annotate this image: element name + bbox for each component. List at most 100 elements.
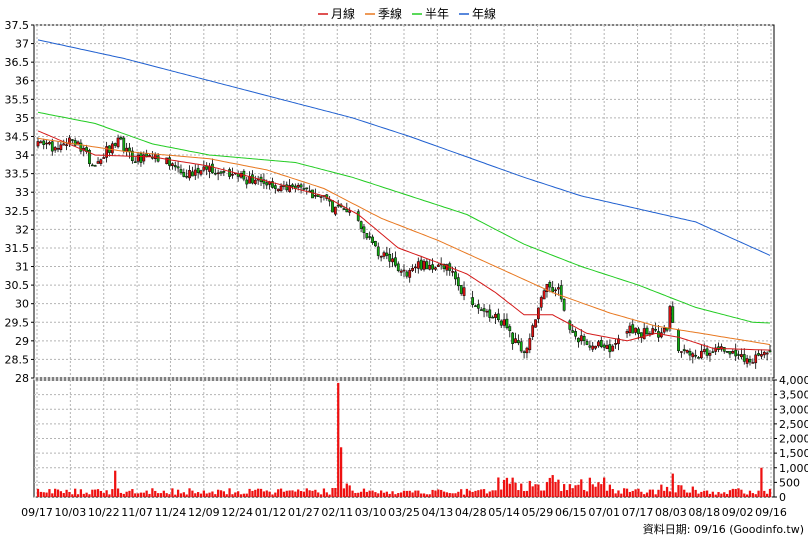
candle-body: [728, 351, 732, 355]
candle-body: [56, 148, 60, 150]
candle-body: [153, 154, 157, 159]
candle-body: [588, 345, 592, 348]
price-tick-label: 34: [15, 149, 29, 162]
volume-bar: [357, 492, 360, 497]
volume-bar: [342, 488, 346, 497]
volume-bar: [625, 488, 629, 497]
volume-bar: [668, 491, 672, 497]
volume-bar: [159, 493, 163, 497]
volume-bar: [331, 488, 334, 497]
volume-bar: [657, 489, 660, 497]
candle-body: [757, 353, 760, 356]
candle-body: [185, 175, 189, 178]
volume-bar: [691, 486, 694, 497]
grid: [34, 24, 774, 498]
volume-bar: [757, 490, 760, 497]
volume-bar: [608, 484, 612, 497]
volume-bar: [537, 484, 540, 497]
volume-bar: [465, 488, 469, 497]
candle-body: [436, 264, 440, 267]
volume-bar: [237, 491, 240, 497]
legend-item: 年線: [459, 6, 496, 21]
volume-bar: [560, 491, 563, 497]
legend: 月線 季線 半年 年線: [318, 6, 496, 21]
candle-body: [522, 351, 526, 353]
volume-bar: [74, 488, 77, 497]
candle-body: [414, 266, 417, 269]
candle-body: [288, 185, 292, 192]
candle-body: [499, 320, 503, 326]
volume-bar: [79, 489, 83, 497]
candle-body: [125, 147, 129, 152]
candle-body: [474, 305, 477, 307]
candle-body: [368, 236, 372, 238]
candle-body: [376, 246, 380, 256]
candle-body: [511, 332, 515, 344]
volume-bar: [583, 489, 586, 497]
volume-bar: [205, 493, 208, 497]
candle-body: [171, 163, 174, 166]
ma-line: [37, 39, 771, 256]
candle-body: [597, 341, 600, 347]
price-axis: 28 28.5 29 29.5 30 30.5 31 31.5 32 32.5 33 33.5 34 34…: [5, 19, 34, 385]
volume-bar: [451, 493, 454, 497]
price-tick-label: 29: [15, 335, 29, 348]
candle-body: [614, 343, 617, 345]
date-tick-label: 09/17: [21, 506, 53, 519]
volume-bar: [474, 490, 477, 497]
candle-body: [205, 165, 209, 170]
volume-bar: [277, 489, 280, 497]
candle-body: [751, 362, 755, 364]
candle-body: [671, 306, 675, 323]
volume-bar: [268, 491, 271, 497]
candle-body: [745, 358, 749, 364]
candle-body: [216, 172, 220, 175]
volume-bar: [737, 488, 740, 497]
candle-body: [528, 338, 532, 351]
price-tick-label: 36.5: [5, 56, 30, 69]
candle-body: [639, 332, 643, 338]
volume-bar: [191, 490, 194, 497]
volume-bar: [285, 490, 288, 497]
volume-bar: [597, 482, 600, 497]
candle-body: [754, 354, 758, 364]
candle-body: [399, 270, 403, 273]
volume-bar: [688, 492, 692, 497]
volume-bar: [517, 490, 520, 497]
volume-bar: [359, 491, 363, 497]
volume-bar: [674, 492, 677, 497]
volume-bar: [325, 492, 328, 497]
candle-body: [182, 172, 186, 177]
volume-bar: [211, 491, 214, 497]
candle-body: [102, 157, 106, 159]
candle-body: [551, 287, 555, 292]
candle-body: [93, 165, 97, 167]
volume-bar: [525, 490, 529, 497]
volume-bar: [445, 492, 449, 497]
volume-bar: [337, 382, 340, 497]
volume-bar: [382, 492, 386, 497]
candle-body: [113, 143, 117, 146]
data-source-label: 資料日期: 09/16 (Goodinfo.tw): [643, 522, 804, 536]
candle-body: [319, 196, 323, 198]
volume-bar: [482, 489, 486, 497]
volume-bar: [265, 490, 268, 497]
candle-body: [191, 171, 194, 177]
volume-bar: [477, 490, 480, 497]
volume-bar: [766, 493, 769, 497]
candle-body: [742, 354, 746, 362]
candle-body: [760, 354, 763, 357]
volume-bar: [740, 489, 743, 497]
candle-body: [53, 147, 57, 151]
date-tick-label: 11/24: [155, 506, 187, 519]
volume-tick-label: 4,000: [779, 374, 808, 387]
volume-bar: [371, 490, 374, 497]
candle-body: [302, 188, 306, 190]
candle-body: [374, 240, 377, 247]
volume-bar: [225, 494, 228, 497]
candle-body: [434, 267, 437, 270]
candle-body: [193, 169, 197, 176]
volume-bar: [68, 491, 71, 497]
